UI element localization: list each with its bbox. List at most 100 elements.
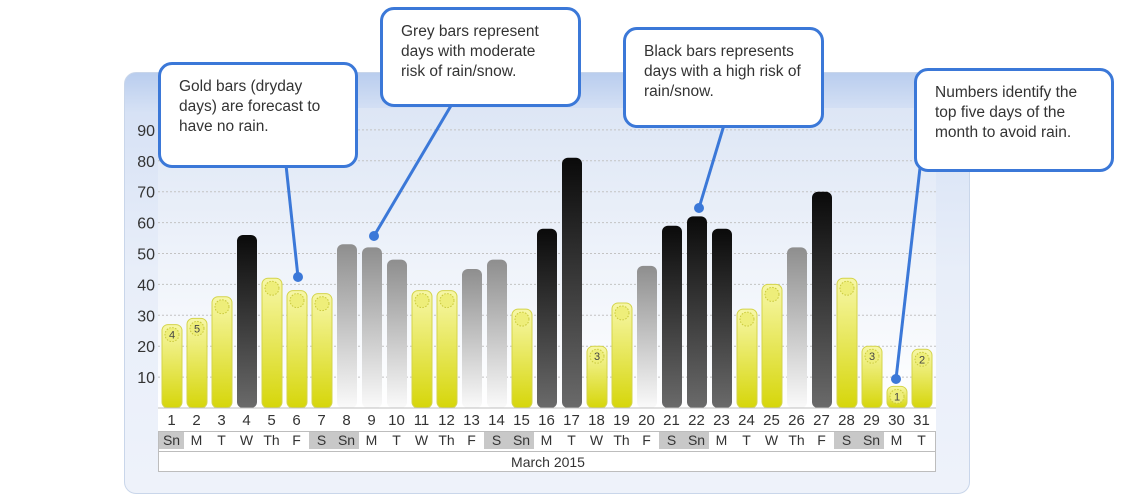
gold-badge xyxy=(739,311,755,327)
weekend-cell xyxy=(159,431,184,449)
day-number-label: 6 xyxy=(292,412,300,429)
gold-badge xyxy=(839,280,855,296)
weekday-label: T xyxy=(742,432,751,448)
y-tick-label: 70 xyxy=(137,185,155,202)
weekday-label: F xyxy=(292,432,301,448)
y-tick-label: 20 xyxy=(137,339,155,356)
weekday-label: M xyxy=(191,432,203,448)
leader-grey-dot xyxy=(369,231,379,241)
day-number-label: 2 xyxy=(192,412,200,429)
bar-black-day-21 xyxy=(662,225,682,408)
bar-black-day-22 xyxy=(687,216,707,408)
gold-badge xyxy=(914,351,930,367)
day-number-label: 14 xyxy=(488,412,505,429)
day-number-label: 4 xyxy=(242,412,250,429)
gold-badge xyxy=(439,293,455,309)
gold-badge xyxy=(314,296,330,312)
bar-grey-day-20 xyxy=(637,265,657,408)
bar-gold-day-28 xyxy=(836,277,858,409)
callout-black-bars: Black bars represents days with a high r… xyxy=(623,27,824,128)
leader-grey xyxy=(372,103,454,237)
x-axis-title: March 2015 xyxy=(511,454,585,470)
weekday-label: M xyxy=(716,432,728,448)
day-number-label: 9 xyxy=(367,412,375,429)
callout-grey-bars: Grey bars represent days with moderate r… xyxy=(380,7,581,107)
gold-badge xyxy=(514,311,530,327)
weekday-label: F xyxy=(817,432,826,448)
weekday-label: T xyxy=(917,432,926,448)
callout-rank-numbers: Numbers identify the top five days of th… xyxy=(914,68,1114,172)
weekday-label: Th xyxy=(613,432,629,448)
gold-badge xyxy=(264,280,280,296)
bar-grey-day-10 xyxy=(387,259,407,408)
weekend-cell xyxy=(334,431,359,449)
bar-gold-day-12 xyxy=(436,290,458,409)
day-number-label: 28 xyxy=(838,412,855,429)
weekend-cell xyxy=(309,431,334,449)
day-number-label: 19 xyxy=(613,412,630,429)
weekend-cell xyxy=(509,431,534,449)
day-number-label: 5 xyxy=(267,412,275,429)
weekday-label: Sn xyxy=(513,432,530,448)
gold-badge xyxy=(764,286,780,302)
gold-badge xyxy=(864,348,880,364)
bar-grey-day-9 xyxy=(362,247,382,408)
weekday-label: W xyxy=(765,432,779,448)
y-tick-label: 80 xyxy=(137,154,155,171)
gold-badge xyxy=(164,327,180,343)
bar-black-day-17 xyxy=(562,157,582,408)
rank-label: 1 xyxy=(894,391,900,403)
bar-gold-day-25 xyxy=(761,283,783,409)
gold-badge xyxy=(414,293,430,309)
bar-gold-day-11 xyxy=(411,290,433,409)
weekday-label: M xyxy=(366,432,378,448)
day-number-label: 30 xyxy=(888,412,905,429)
y-tick-label: 10 xyxy=(137,370,155,387)
weekday-label: W xyxy=(590,432,604,448)
day-number-label: 18 xyxy=(588,412,605,429)
bar-grey-day-13 xyxy=(462,268,482,408)
rank-label: 3 xyxy=(594,351,600,363)
weekday-label: T xyxy=(392,432,401,448)
weekday-label: Sn xyxy=(688,432,705,448)
bar-gold-day-7 xyxy=(311,293,333,409)
weekend-cell xyxy=(834,431,859,449)
rank-label: 4 xyxy=(169,330,175,342)
weekend-cell xyxy=(659,431,684,449)
bar-grey-day-8 xyxy=(337,244,357,408)
bar-black-day-23 xyxy=(712,228,732,408)
bar-black-day-4 xyxy=(237,234,257,408)
day-number-label: 12 xyxy=(438,412,455,429)
leader-black-dot xyxy=(694,203,704,213)
weekday-label: Sn xyxy=(163,432,180,448)
day-number-label: 3 xyxy=(217,412,225,429)
weekday-label: Th xyxy=(438,432,454,448)
day-number-label: 10 xyxy=(388,412,405,429)
day-number-label: 25 xyxy=(763,412,780,429)
day-number-label: 21 xyxy=(663,412,680,429)
day-number-label: 31 xyxy=(913,412,930,429)
weekday-label: S xyxy=(317,432,326,448)
leader-numbers xyxy=(894,167,922,380)
y-tick-label: 50 xyxy=(137,247,155,264)
weekday-label: W xyxy=(240,432,254,448)
weekday-label: S xyxy=(492,432,501,448)
x-axis-band xyxy=(158,408,936,472)
weekday-label: T xyxy=(567,432,576,448)
y-tick-label: 60 xyxy=(137,216,155,233)
weekday-label: W xyxy=(415,432,429,448)
day-number-label: 7 xyxy=(317,412,325,429)
weekend-cell xyxy=(859,431,884,449)
leader-numbers-dot xyxy=(891,374,901,384)
weekday-label: T xyxy=(217,432,226,448)
rank-label: 5 xyxy=(194,323,200,335)
rank-label: 3 xyxy=(869,351,875,363)
rank-label: 2 xyxy=(919,354,925,366)
callout-gold-bars: Gold bars (dryday days) are forecast to … xyxy=(158,62,358,168)
bar-gold-day-6 xyxy=(286,290,308,409)
day-number-label: 23 xyxy=(713,412,730,429)
day-number-label: 22 xyxy=(688,412,705,429)
bar-black-day-27 xyxy=(812,191,832,408)
day-number-label: 16 xyxy=(538,412,555,429)
